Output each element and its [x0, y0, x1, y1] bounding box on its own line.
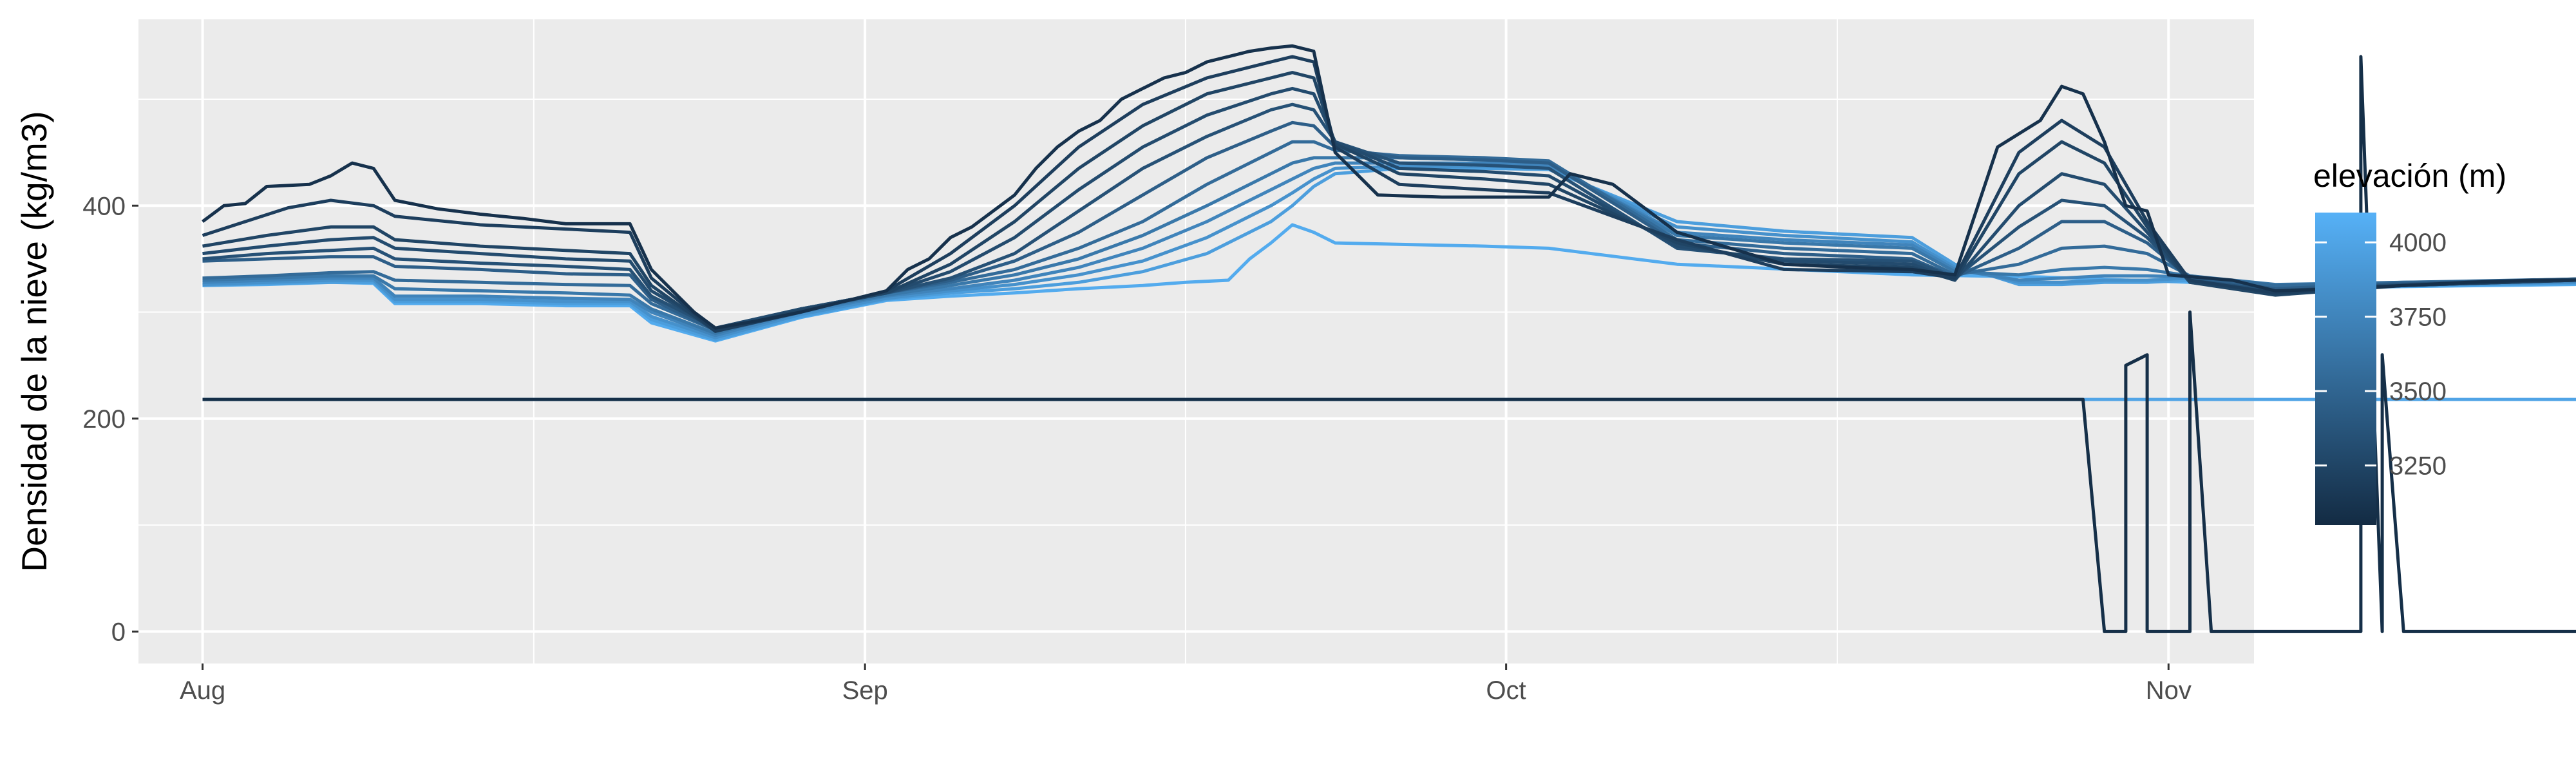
- series-layer: [202, 44, 2576, 633]
- legend-tick-label: 3250: [2389, 452, 2447, 481]
- y-tick-label: 0: [111, 618, 126, 646]
- series-line: [202, 156, 2576, 336]
- series-line: [202, 166, 2576, 341]
- grid-major: [138, 19, 2254, 663]
- series-line: [202, 102, 2576, 330]
- x-tick-label: Aug: [180, 676, 225, 705]
- series-line: [202, 120, 2576, 332]
- x-axis: Aug Sep Oct Nov: [180, 663, 2192, 705]
- legend-tick-label: 3750: [2389, 303, 2447, 332]
- series-line: [202, 71, 2576, 333]
- series-line: [202, 55, 2576, 333]
- series-line: [202, 44, 2576, 330]
- x-tick-label: Oct: [1486, 676, 1526, 705]
- series-line: [202, 161, 2576, 338]
- legend-tick-label: 4000: [2389, 229, 2447, 257]
- y-tick-label: 400: [82, 192, 126, 220]
- series-line: [202, 140, 2576, 332]
- legend-colorbar: [2315, 213, 2376, 525]
- y-axis-title: Densidad de la nieve (kg/m3): [14, 111, 54, 571]
- panel-background: [138, 19, 2254, 663]
- legend-ticks: 3250 3500 3750 4000: [2315, 229, 2447, 481]
- x-tick-label: Sep: [842, 676, 888, 705]
- y-axis: 0 200 400: [82, 192, 138, 646]
- series-line: [202, 55, 2576, 633]
- series-line: [202, 164, 2576, 339]
- legend-title: elevación (m): [2313, 158, 2506, 194]
- legend: elevación (m) 3250 3500 3750 4000: [2313, 158, 2506, 525]
- legend-tick-label: 3500: [2389, 377, 2447, 406]
- series-line: [202, 86, 2576, 330]
- y-tick-label: 200: [82, 405, 126, 434]
- x-tick-label: Nov: [2146, 676, 2192, 705]
